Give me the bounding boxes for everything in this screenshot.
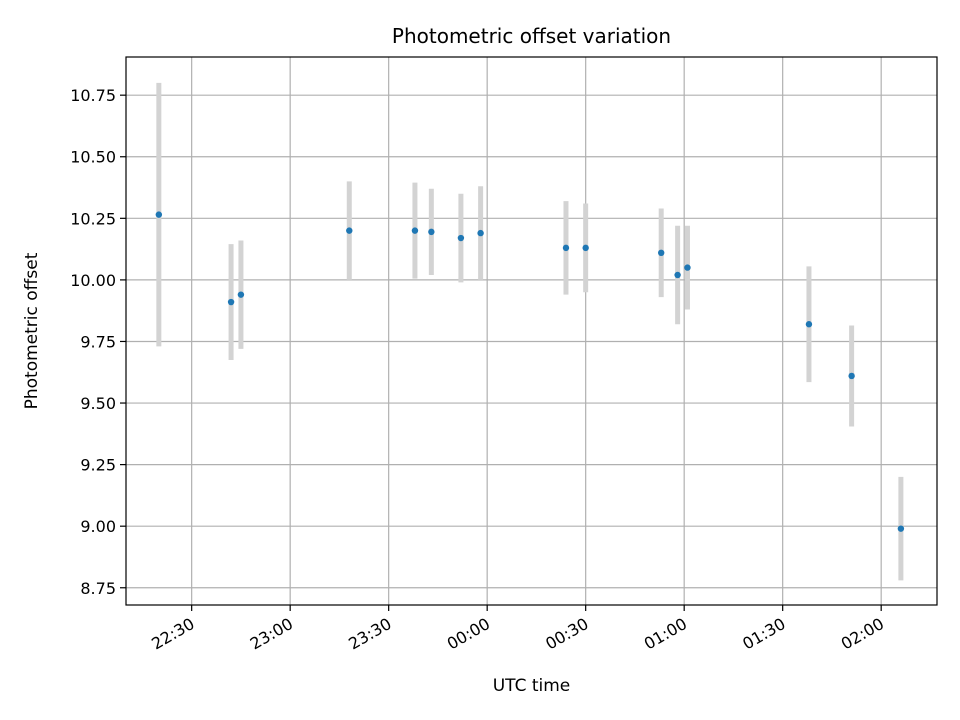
data-point (457, 234, 465, 242)
data-point (155, 211, 163, 218)
data-point (897, 525, 905, 532)
data-point (657, 249, 665, 257)
data-point (477, 229, 484, 237)
data-point (227, 298, 235, 306)
y-tick-label: 10.50 (70, 148, 116, 167)
y-tick-label: 9.25 (80, 456, 116, 475)
y-tick-label: 8.75 (80, 579, 116, 598)
y-axis-label: Photometric offset (22, 252, 42, 409)
data-point (674, 271, 681, 279)
y-tick-label: 10.00 (70, 271, 116, 290)
data-point (346, 227, 353, 234)
data-point (237, 291, 245, 298)
x-axis-label: UTC time (493, 676, 571, 696)
grid (126, 57, 937, 605)
data-point (684, 264, 691, 271)
y-tick-label: 9.50 (80, 394, 116, 413)
data-point (805, 321, 813, 328)
data-point (562, 244, 570, 252)
y-tick-label: 10.25 (70, 209, 116, 228)
y-tick-label: 9.75 (80, 332, 116, 351)
data-points (155, 211, 905, 532)
data-point (428, 228, 435, 236)
y-tick-label: 10.75 (70, 86, 116, 105)
plot-frame (125, 56, 938, 606)
chart-title: Photometric offset variation (392, 24, 671, 48)
data-point (848, 372, 855, 380)
y-tick-label: 9.00 (80, 517, 116, 536)
data-point (582, 244, 589, 252)
data-point (411, 227, 419, 234)
